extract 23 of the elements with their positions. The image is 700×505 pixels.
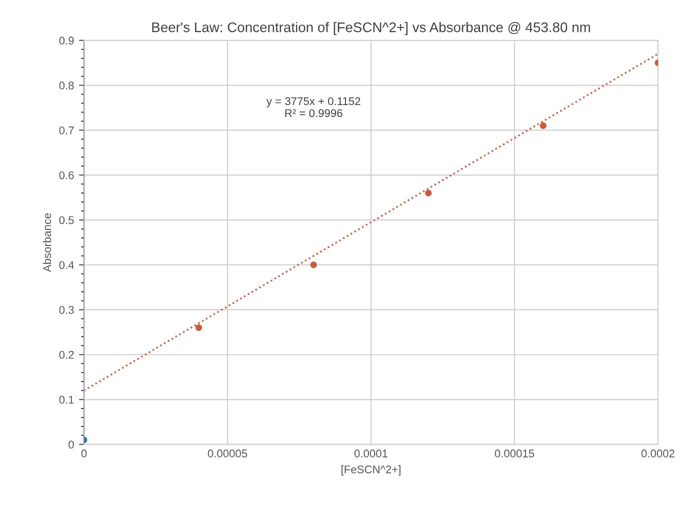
point bbox=[310, 262, 317, 268]
y-tick-label: 0.3 bbox=[59, 306, 74, 314]
point bbox=[540, 122, 546, 129]
y-tick-label: 0.9 bbox=[59, 36, 74, 45]
y-tick-label: 0.1 bbox=[59, 396, 74, 404]
y-axis-title: Absorbance bbox=[42, 213, 52, 272]
y-tick-label: 0.2 bbox=[59, 350, 74, 359]
y-tick-label: 0.4 bbox=[59, 261, 74, 269]
x-tick-label: 0 bbox=[81, 450, 87, 458]
chart-title: Beer's Law: Concentration of [FeSCN^2+] vs Absorbance @ 453.80 nm bbox=[152, 22, 590, 35]
y-tick-label: 0.5 bbox=[59, 216, 74, 224]
point bbox=[196, 324, 202, 331]
y-tick-label: 0.6 bbox=[59, 171, 74, 180]
x-tick-label: 0.00015 bbox=[494, 450, 534, 458]
x-tick-label: 0.00005 bbox=[208, 450, 248, 458]
y-tick-label: 0 bbox=[68, 440, 74, 449]
x-tick-label: 0.0001 bbox=[354, 450, 388, 458]
annotation: y = 3775x + 0.1152 R² = 0.9996 bbox=[266, 97, 360, 118]
y-tick-label: 0.8 bbox=[59, 82, 74, 90]
point bbox=[425, 190, 432, 196]
y-tick-label: 0.7 bbox=[59, 126, 74, 134]
x-axis-title: [FeSCN^2+] bbox=[342, 465, 400, 476]
x-tick-label: 0.0002 bbox=[641, 450, 674, 458]
